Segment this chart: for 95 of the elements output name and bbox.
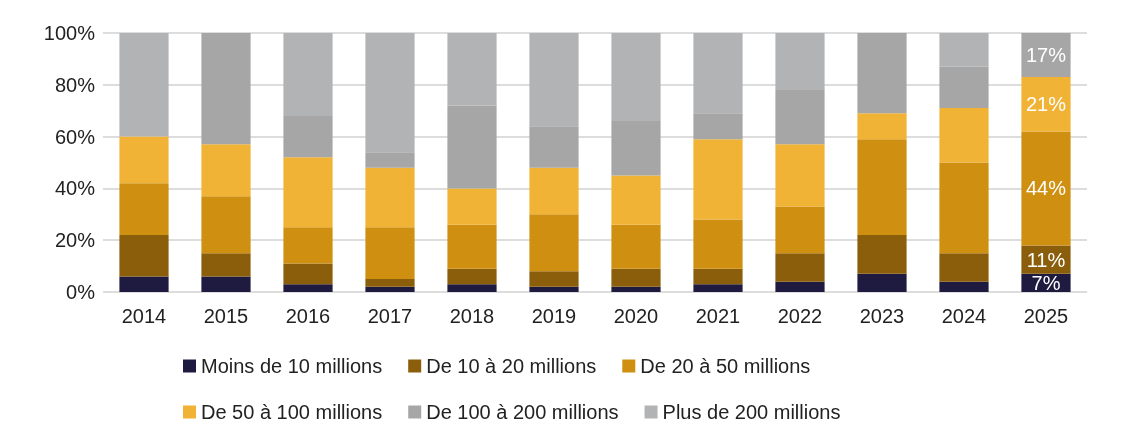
bar — [365, 279, 415, 287]
x-tick-label: 2023 — [859, 305, 905, 327]
bar — [529, 286, 579, 292]
bar — [775, 253, 825, 282]
x-tick-label: 2019 — [531, 305, 577, 327]
bar — [119, 276, 169, 292]
legend-label: De 100 à 200 millions — [426, 401, 619, 423]
bar — [365, 227, 415, 280]
bar — [119, 183, 169, 236]
x-tick-label: 2021 — [695, 305, 741, 327]
bar — [857, 139, 907, 236]
bar — [939, 162, 989, 254]
x-tick-label: 2017 — [367, 305, 413, 327]
bar — [775, 89, 825, 145]
bar — [693, 268, 743, 285]
bar — [1021, 33, 1071, 78]
data-label: 7% — [1031, 271, 1061, 294]
legend-label: De 50 à 100 millions — [201, 401, 383, 423]
data-label: 44% — [1025, 177, 1067, 200]
x-tick-label: 2015 — [203, 305, 249, 327]
bar — [447, 268, 497, 285]
bar — [447, 105, 497, 189]
x-tick-label: 2020 — [613, 305, 659, 327]
bar — [857, 113, 907, 140]
bar — [857, 33, 907, 114]
bar — [201, 144, 251, 197]
bar — [775, 281, 825, 292]
legend-label: De 20 à 50 millions — [640, 355, 811, 377]
bar — [529, 271, 579, 287]
y-tick-label: 40% — [54, 177, 96, 200]
bar — [529, 126, 579, 168]
bar — [119, 33, 169, 137]
bar — [939, 33, 989, 67]
x-tick-label: 2016 — [285, 305, 331, 327]
bar — [529, 167, 579, 215]
bar — [693, 284, 743, 292]
data-label: 17% — [1025, 44, 1067, 67]
bar — [775, 33, 825, 90]
bar — [283, 263, 333, 285]
data-label: 11% — [1026, 248, 1066, 271]
bar — [611, 175, 661, 225]
bar — [201, 196, 251, 254]
bar — [1021, 131, 1071, 246]
bar — [693, 113, 743, 140]
bar — [283, 157, 333, 228]
bar — [365, 33, 415, 153]
y-tick-label: 20% — [54, 229, 96, 252]
legend-label: Plus de 200 millions — [662, 401, 841, 423]
bar — [611, 121, 661, 176]
x-tick-label: 2014 — [121, 305, 167, 327]
x-tick-label: 2025 — [1023, 305, 1069, 327]
legend-label: Moins de 10 millions — [201, 355, 383, 377]
bar — [939, 281, 989, 292]
bar — [693, 139, 743, 220]
bar — [693, 33, 743, 114]
bar — [1021, 77, 1071, 132]
bar — [939, 66, 989, 109]
bar — [611, 286, 661, 292]
bar — [857, 273, 907, 292]
data-label: 21% — [1025, 93, 1067, 116]
y-tick-label: 80% — [54, 73, 96, 96]
bar — [447, 33, 497, 106]
bar — [283, 115, 333, 158]
bar — [939, 108, 989, 163]
x-tick-label: 2024 — [941, 305, 987, 327]
bar — [201, 253, 251, 277]
bar — [283, 227, 333, 264]
bar — [119, 136, 169, 184]
bar — [447, 224, 497, 269]
bar — [283, 33, 333, 116]
y-tick-label: 100% — [43, 22, 96, 44]
bar — [611, 268, 661, 287]
bar — [611, 224, 661, 269]
y-tick-label: 0% — [66, 281, 96, 303]
bar — [201, 276, 251, 292]
legend-label: De 10 à 20 millions — [426, 355, 597, 377]
bar — [447, 284, 497, 292]
bar — [775, 206, 825, 254]
bar — [283, 284, 333, 292]
bar — [529, 214, 579, 272]
bar — [529, 33, 579, 127]
bar — [365, 286, 415, 292]
bar — [119, 235, 169, 277]
bar — [857, 235, 907, 274]
bar — [365, 152, 415, 168]
bar — [201, 33, 251, 145]
bar — [693, 219, 743, 269]
x-tick-label: 2022 — [777, 305, 823, 327]
bar — [447, 188, 497, 225]
bar — [775, 144, 825, 207]
bar — [365, 167, 415, 228]
bar — [611, 33, 661, 122]
x-tick-label: 2018 — [449, 305, 495, 327]
y-tick-label: 60% — [54, 125, 96, 148]
bar — [939, 253, 989, 282]
